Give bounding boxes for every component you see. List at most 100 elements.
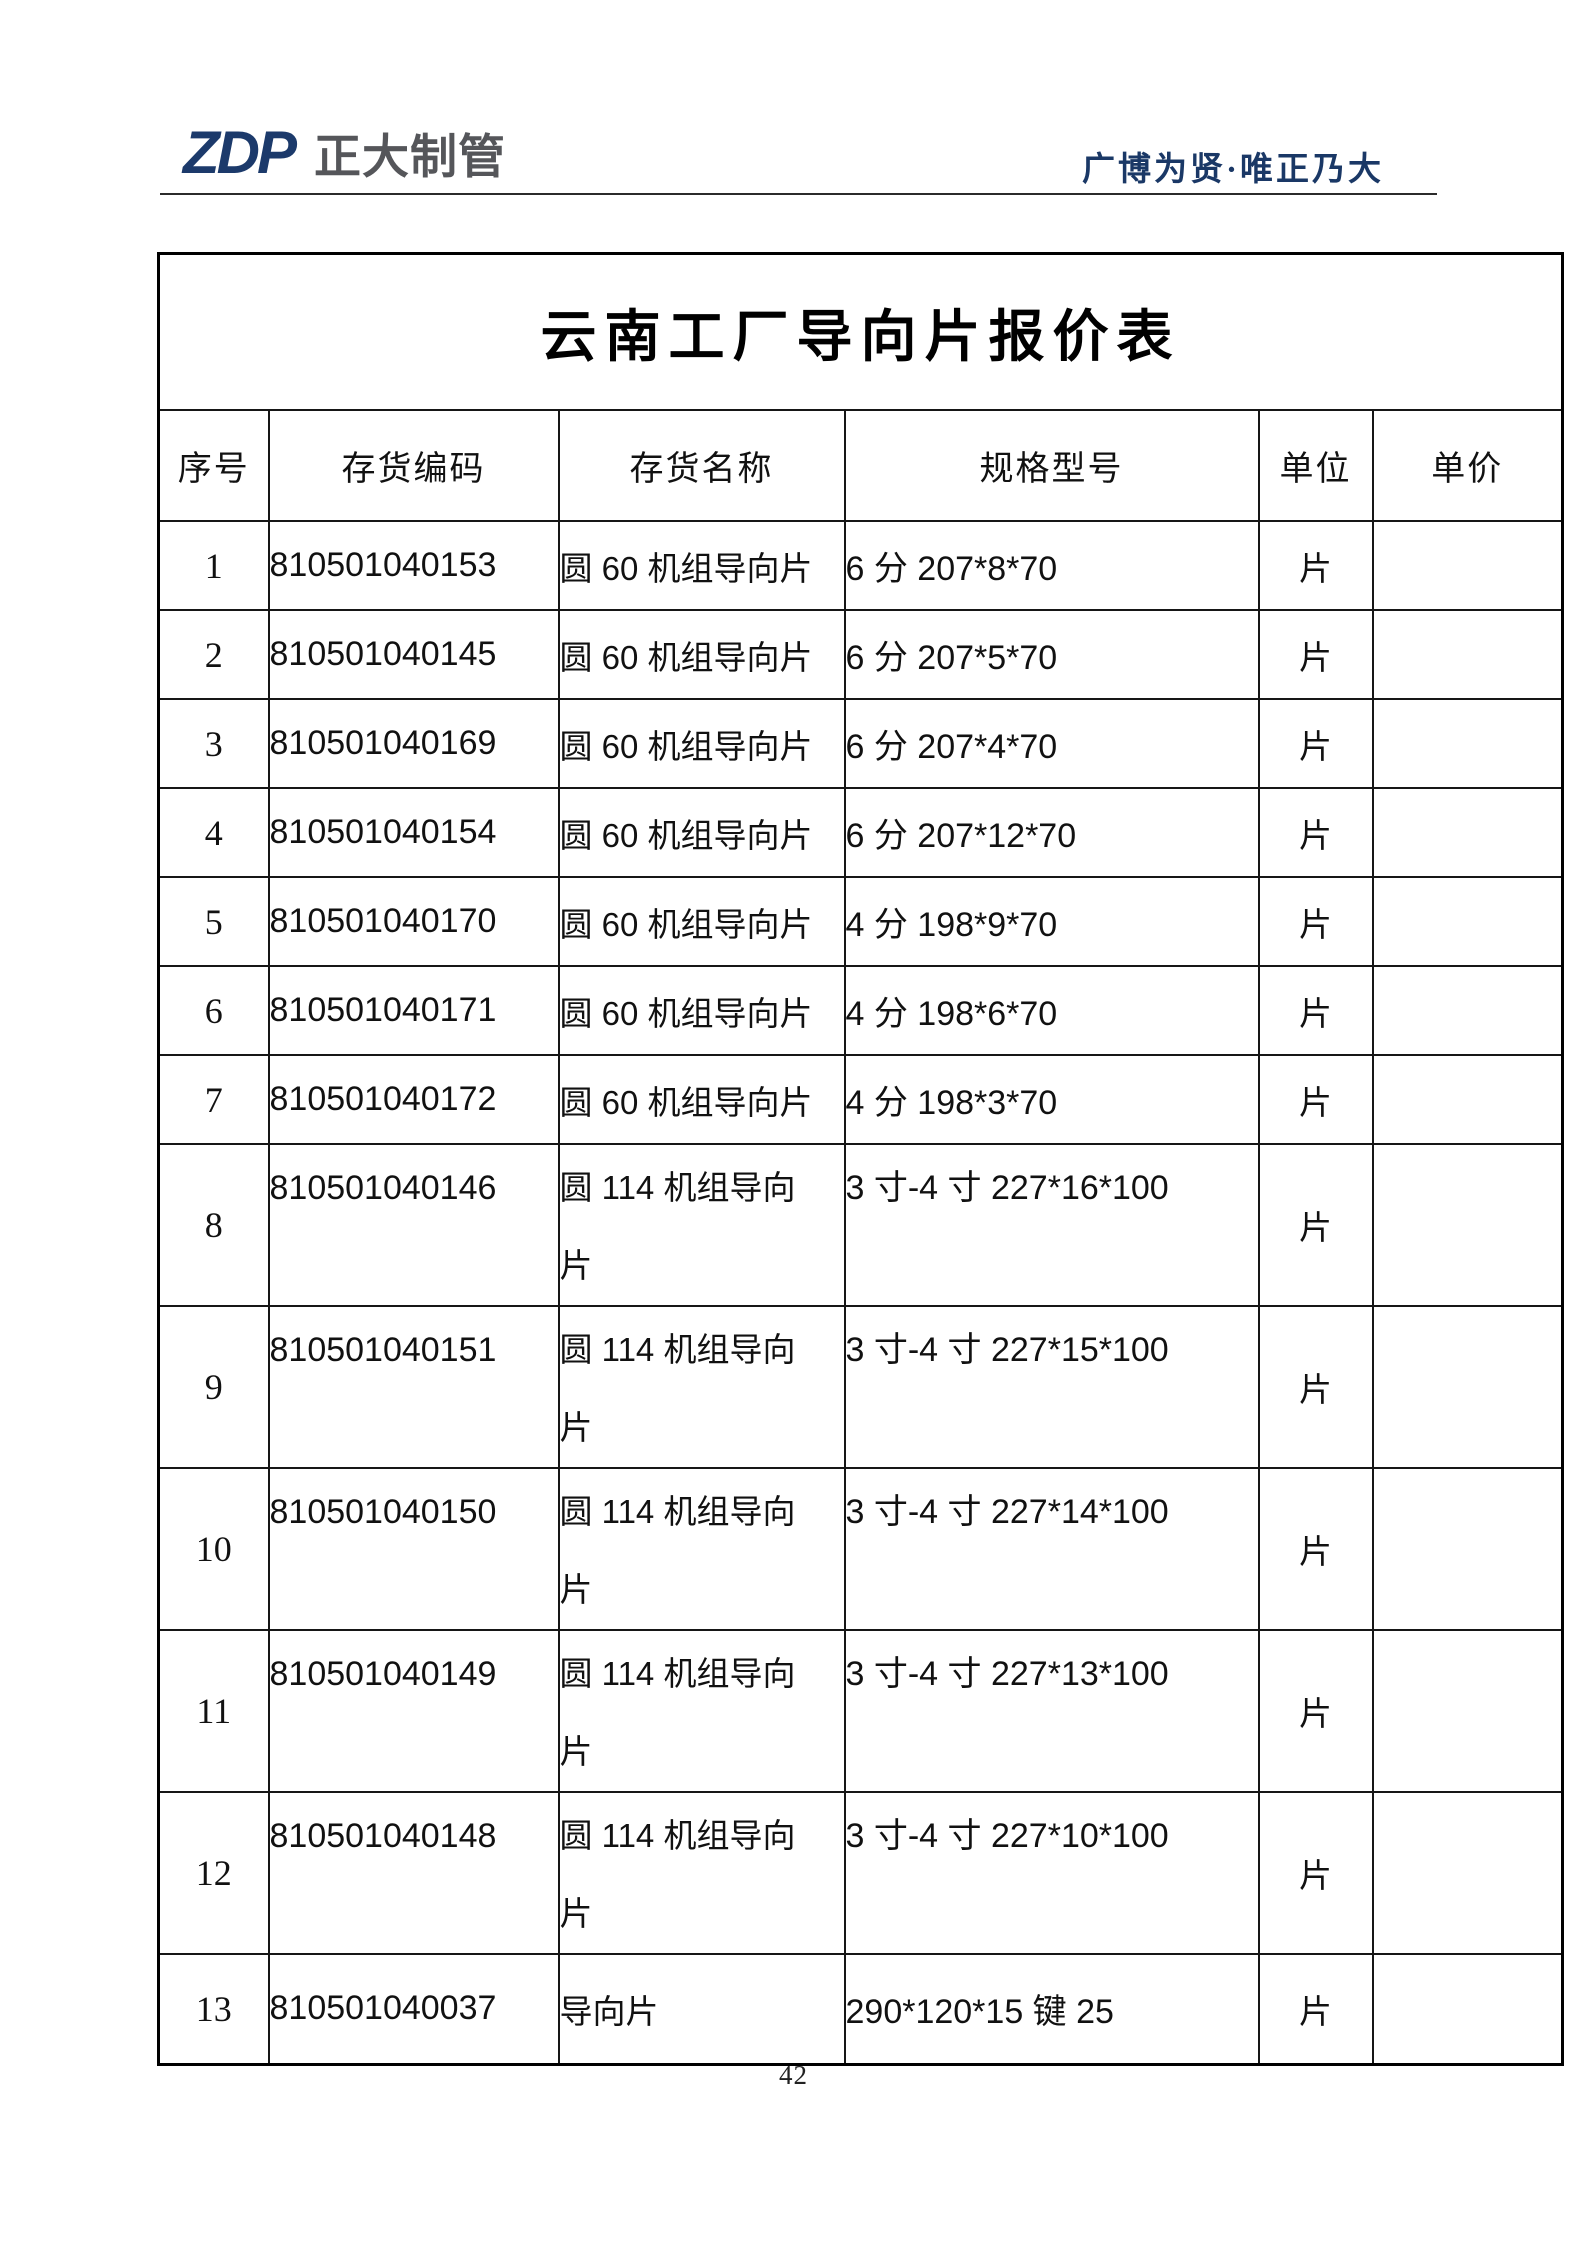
inventory-name-cell: 圆 60 机组导向片 bbox=[557, 1054, 846, 1145]
column-header-price: 单价 bbox=[1371, 409, 1564, 522]
inventory-code-cell: 810501040154 bbox=[267, 787, 560, 878]
column-header-code: 存货编码 bbox=[267, 409, 560, 522]
unit-cell: 片 bbox=[1257, 1629, 1374, 1793]
unit-price-cell bbox=[1371, 787, 1564, 878]
inventory-name-cell: 圆 114 机组导向 片 bbox=[557, 1305, 846, 1469]
table-row: 2 810501040145 圆 60 机组导向片 6 分 207*5*70 片 bbox=[157, 609, 1564, 700]
company-logo: ZDP 正大制管 bbox=[183, 119, 506, 186]
table-row: 1 810501040153 圆 60 机组导向片 6 分 207*8*70 片 bbox=[157, 520, 1564, 611]
column-header-spec: 规格型号 bbox=[843, 409, 1260, 522]
unit-price-cell bbox=[1371, 1305, 1564, 1469]
table-header-row: 序号 存货编码 存货名称 规格型号 单位 单价 bbox=[157, 409, 1564, 522]
inventory-name-cell: 圆 60 机组导向片 bbox=[557, 609, 846, 700]
inventory-code-cell: 810501040151 bbox=[267, 1305, 560, 1469]
unit-cell: 片 bbox=[1257, 1467, 1374, 1631]
row-number-cell: 1 bbox=[157, 520, 270, 611]
unit-price-cell bbox=[1371, 876, 1564, 967]
spec-model-cell: 3 寸-4 寸 227*15*100 bbox=[843, 1305, 1260, 1469]
inventory-name-cell: 圆 114 机组导向 片 bbox=[557, 1467, 846, 1631]
unit-price-cell bbox=[1371, 1953, 1564, 2065]
unit-price-cell bbox=[1371, 1629, 1564, 1793]
inventory-name-cell: 圆 60 机组导向片 bbox=[557, 965, 846, 1056]
spec-model-cell: 4 分 198*6*70 bbox=[843, 965, 1260, 1056]
quotation-table: 云南工厂导向片报价表 序号 存货编码 存货名称 规格型号 单位 单价 1 8105… bbox=[157, 252, 1565, 2066]
unit-price-cell bbox=[1371, 1791, 1564, 1955]
inventory-code-cell: 810501040145 bbox=[267, 609, 560, 700]
inventory-name-cell: 导向片 bbox=[557, 1953, 846, 2065]
unit-cell: 片 bbox=[1257, 1953, 1374, 2065]
unit-cell: 片 bbox=[1257, 876, 1374, 967]
inventory-name-cell: 圆 60 机组导向片 bbox=[557, 698, 846, 789]
table-row: 13 810501040037 导向片 290*120*15 键 25 片 bbox=[157, 1953, 1564, 2065]
unit-cell: 片 bbox=[1257, 1054, 1374, 1145]
unit-cell: 片 bbox=[1257, 1791, 1374, 1955]
table-row: 6 810501040171 圆 60 机组导向片 4 分 198*6*70 片 bbox=[157, 965, 1564, 1056]
spec-model-cell: 4 分 198*9*70 bbox=[843, 876, 1260, 967]
row-number-cell: 3 bbox=[157, 698, 270, 789]
inventory-name-cell: 圆 114 机组导向 片 bbox=[557, 1629, 846, 1793]
spec-model-cell: 6 分 207*4*70 bbox=[843, 698, 1260, 789]
table-row: 5 810501040170 圆 60 机组导向片 4 分 198*9*70 片 bbox=[157, 876, 1564, 967]
unit-cell: 片 bbox=[1257, 787, 1374, 878]
spec-model-cell: 3 寸-4 寸 227*13*100 bbox=[843, 1629, 1260, 1793]
inventory-name-cell: 圆 60 机组导向片 bbox=[557, 876, 846, 967]
letterhead-divider bbox=[160, 193, 1437, 195]
company-slogan: 广博为贤·唯正乃大 bbox=[1081, 152, 1384, 188]
row-number-cell: 5 bbox=[157, 876, 270, 967]
zdp-logo-icon: ZDP bbox=[183, 119, 297, 186]
inventory-name-cell: 圆 114 机组导向 片 bbox=[557, 1143, 846, 1307]
inventory-code-cell: 810501040148 bbox=[267, 1791, 560, 1955]
unit-cell: 片 bbox=[1257, 609, 1374, 700]
row-number-cell: 12 bbox=[157, 1791, 270, 1955]
page-number: 42 bbox=[779, 2060, 808, 2090]
inventory-code-cell: 810501040169 bbox=[267, 698, 560, 789]
table-row: 3 810501040169 圆 60 机组导向片 6 分 207*4*70 片 bbox=[157, 698, 1564, 789]
spec-model-cell: 6 分 207*5*70 bbox=[843, 609, 1260, 700]
unit-cell: 片 bbox=[1257, 1143, 1374, 1307]
inventory-code-cell: 810501040171 bbox=[267, 965, 560, 1056]
spec-model-cell: 6 分 207*8*70 bbox=[843, 520, 1260, 611]
table-row: 7 810501040172 圆 60 机组导向片 4 分 198*3*70 片 bbox=[157, 1054, 1564, 1145]
inventory-code-cell: 810501040146 bbox=[267, 1143, 560, 1307]
unit-price-cell bbox=[1371, 609, 1564, 700]
inventory-code-cell: 810501040172 bbox=[267, 1054, 560, 1145]
spec-model-cell: 3 寸-4 寸 227*10*100 bbox=[843, 1791, 1260, 1955]
row-number-cell: 8 bbox=[157, 1143, 270, 1307]
row-number-cell: 4 bbox=[157, 787, 270, 878]
column-header-unit: 单位 bbox=[1257, 409, 1374, 522]
letterhead: ZDP 正大制管 广博为贤·唯正乃大 bbox=[0, 0, 1587, 200]
unit-cell: 片 bbox=[1257, 520, 1374, 611]
unit-cell: 片 bbox=[1257, 965, 1374, 1056]
unit-price-cell bbox=[1371, 1143, 1564, 1307]
inventory-code-cell: 810501040149 bbox=[267, 1629, 560, 1793]
spec-model-cell: 4 分 198*3*70 bbox=[843, 1054, 1260, 1145]
row-number-cell: 13 bbox=[157, 1953, 270, 2065]
column-header-no: 序号 bbox=[157, 409, 270, 522]
inventory-code-cell: 810501040153 bbox=[267, 520, 560, 611]
spec-model-cell: 6 分 207*12*70 bbox=[843, 787, 1260, 878]
table-title: 云南工厂导向片报价表 bbox=[157, 252, 1564, 411]
spec-model-cell: 3 寸-4 寸 227*16*100 bbox=[843, 1143, 1260, 1307]
column-header-name: 存货名称 bbox=[557, 409, 846, 522]
table-body: 1 810501040153 圆 60 机组导向片 6 分 207*8*70 片 2 810… bbox=[157, 520, 1564, 2065]
unit-price-cell bbox=[1371, 965, 1564, 1056]
inventory-name-cell: 圆 60 机组导向片 bbox=[557, 787, 846, 878]
unit-price-cell bbox=[1371, 698, 1564, 789]
row-number-cell: 6 bbox=[157, 965, 270, 1056]
inventory-code-cell: 810501040170 bbox=[267, 876, 560, 967]
row-number-cell: 10 bbox=[157, 1467, 270, 1631]
inventory-name-cell: 圆 60 机组导向片 bbox=[557, 520, 846, 611]
unit-cell: 片 bbox=[1257, 698, 1374, 789]
unit-price-cell bbox=[1371, 520, 1564, 611]
table-title-row: 云南工厂导向片报价表 bbox=[157, 252, 1564, 411]
inventory-code-cell: 810501040037 bbox=[267, 1953, 560, 2065]
company-name: 正大制管 bbox=[314, 130, 506, 183]
row-number-cell: 11 bbox=[157, 1629, 270, 1793]
unit-price-cell bbox=[1371, 1467, 1564, 1631]
